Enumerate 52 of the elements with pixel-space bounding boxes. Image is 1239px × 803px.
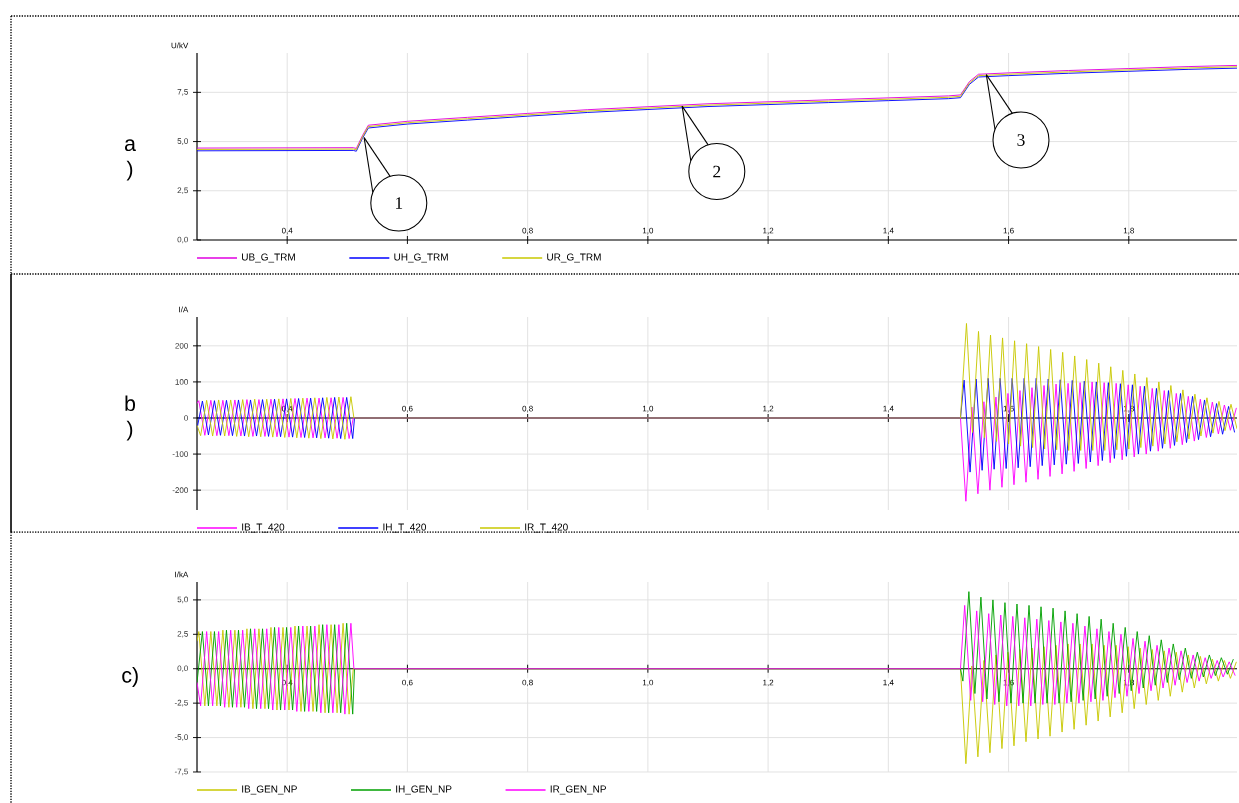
x-tick-label: 0,8 (522, 227, 533, 235)
annotation: 1 (395, 197, 403, 209)
y-tick-label: -5,0 (174, 734, 188, 741)
text: c) (122, 667, 138, 687)
y-tick-label: 100 (175, 379, 188, 385)
x-tick-label: 1,8 (1123, 227, 1135, 235)
y-tick-label: 200 (175, 343, 188, 349)
legend-label: IB_GEN_NP (242, 785, 297, 795)
legend-label: IR_T_420 (525, 523, 568, 533)
x-tick-label: 1,2 (763, 227, 774, 235)
x-tick-label: 0,8 (522, 405, 533, 413)
y-tick-label: -100 (172, 451, 188, 457)
legend-label: UB_G_TRM (242, 253, 295, 263)
y-tick-label: 5,0 (177, 138, 188, 145)
y-tick-label: 0,0 (177, 665, 188, 673)
y-tick-label: -7,5 (174, 768, 188, 776)
legend-label: IB_T_420 (242, 523, 285, 533)
x-tick-label: 1,4 (883, 679, 894, 687)
x-tick-label: 1,8 (1123, 679, 1135, 687)
y-tick-label: 2,5 (177, 631, 188, 638)
y-axis-title: I/A (179, 306, 189, 313)
x-tick-label: 0,4 (281, 227, 293, 235)
line-series (197, 323, 1237, 451)
text: b ) (125, 395, 136, 441)
x-tick-label: 1,6 (1003, 227, 1014, 235)
legend-label: UR_G_TRM (547, 253, 601, 263)
annotation: 3 (1017, 134, 1025, 146)
y-tick-label: 0 (184, 415, 188, 421)
y-axis-title: I/kA (175, 571, 189, 578)
y-tick-label: 7,5 (177, 89, 188, 96)
legend-label: IH_GEN_NP (396, 785, 452, 795)
y-tick-label: 5,0 (177, 596, 188, 604)
x-tick-label: 1,0 (642, 405, 654, 413)
text: a ) (124, 139, 136, 181)
legend-label: IR_GEN_NP (550, 785, 606, 795)
x-tick-label: 1,2 (763, 405, 774, 413)
y-tick-label: -200 (172, 487, 188, 493)
y-tick-label: 0,0 (177, 236, 188, 244)
x-tick-label: 1,0 (642, 679, 654, 687)
legend-label: UH_G_TRM (394, 253, 448, 263)
y-tick-label: -2,5 (174, 699, 188, 707)
x-tick-label: 1,2 (763, 679, 774, 687)
x-tick-label: 0,8 (522, 679, 533, 687)
y-axis-title: U/kV (171, 42, 189, 49)
legend-label: IH_T_420 (383, 523, 427, 533)
y-tick-label: 2,5 (177, 187, 188, 195)
x-tick-label: 0,6 (402, 405, 413, 413)
annotation: 2 (713, 165, 721, 178)
x-tick-label: 1,0 (642, 227, 654, 235)
x-tick-label: 1,4 (883, 405, 894, 413)
x-tick-label: 1,4 (883, 227, 894, 235)
x-tick-label: 0,6 (402, 679, 413, 687)
